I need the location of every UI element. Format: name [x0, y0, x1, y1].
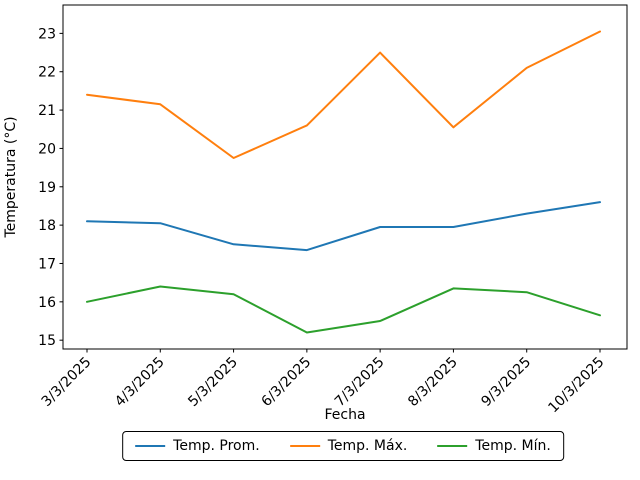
data-line-temp-prom: [86, 201, 601, 252]
x-tick-label: 6/3/2025: [259, 354, 315, 410]
legend-label-min: Temp. Mín.: [475, 438, 551, 454]
y-tick-label: 18: [38, 218, 56, 234]
legend-line-sample-prom: [135, 445, 166, 447]
y-tick-label: 20: [38, 141, 56, 157]
y-tick-label: 16: [38, 295, 56, 311]
x-tick-label: 8/3/2025: [405, 354, 461, 410]
legend-item-temp-prom: Temp. Prom.: [135, 438, 260, 454]
y-tick-label: 21: [38, 103, 56, 119]
legend-line-sample-max: [289, 445, 320, 447]
legend-line-sample-min: [437, 445, 468, 447]
data-line-temp-m-x: [86, 30, 601, 159]
x-tick-label: 3/3/2025: [39, 354, 95, 410]
x-tick-label: 4/3/2025: [112, 354, 168, 410]
x-tick-label: 9/3/2025: [478, 354, 534, 410]
y-tick-label: 15: [38, 333, 56, 349]
plot-area: 15 16 17 18 19 20 21 22 23 3/3/2025 4/3/2025 5/3/20…: [38, 4, 628, 416]
x-axis-label: Fecha: [324, 407, 365, 423]
x-tick-label: 7/3/2025: [332, 354, 388, 410]
legend-label-prom: Temp. Prom.: [173, 438, 260, 454]
data-line-temp-m-n: [86, 285, 601, 334]
y-tick-label: 23: [38, 26, 56, 42]
plot-border: [62, 4, 628, 350]
legend: Temp. Prom. Temp. Máx. Temp. Mín.: [122, 431, 564, 461]
y-tick-label: 19: [38, 180, 56, 196]
y-tick-label: 22: [38, 65, 56, 81]
y-tick-label: 17: [38, 256, 56, 272]
x-tick-label: 5/3/2025: [185, 354, 241, 410]
legend-item-temp-min: Temp. Mín.: [437, 438, 551, 454]
y-axis-label: Temperatura (°C): [3, 116, 19, 238]
legend-item-temp-max: Temp. Máx.: [289, 438, 408, 454]
x-tick-label: 10/3/2025: [545, 354, 607, 416]
legend-label-max: Temp. Máx.: [327, 438, 408, 454]
